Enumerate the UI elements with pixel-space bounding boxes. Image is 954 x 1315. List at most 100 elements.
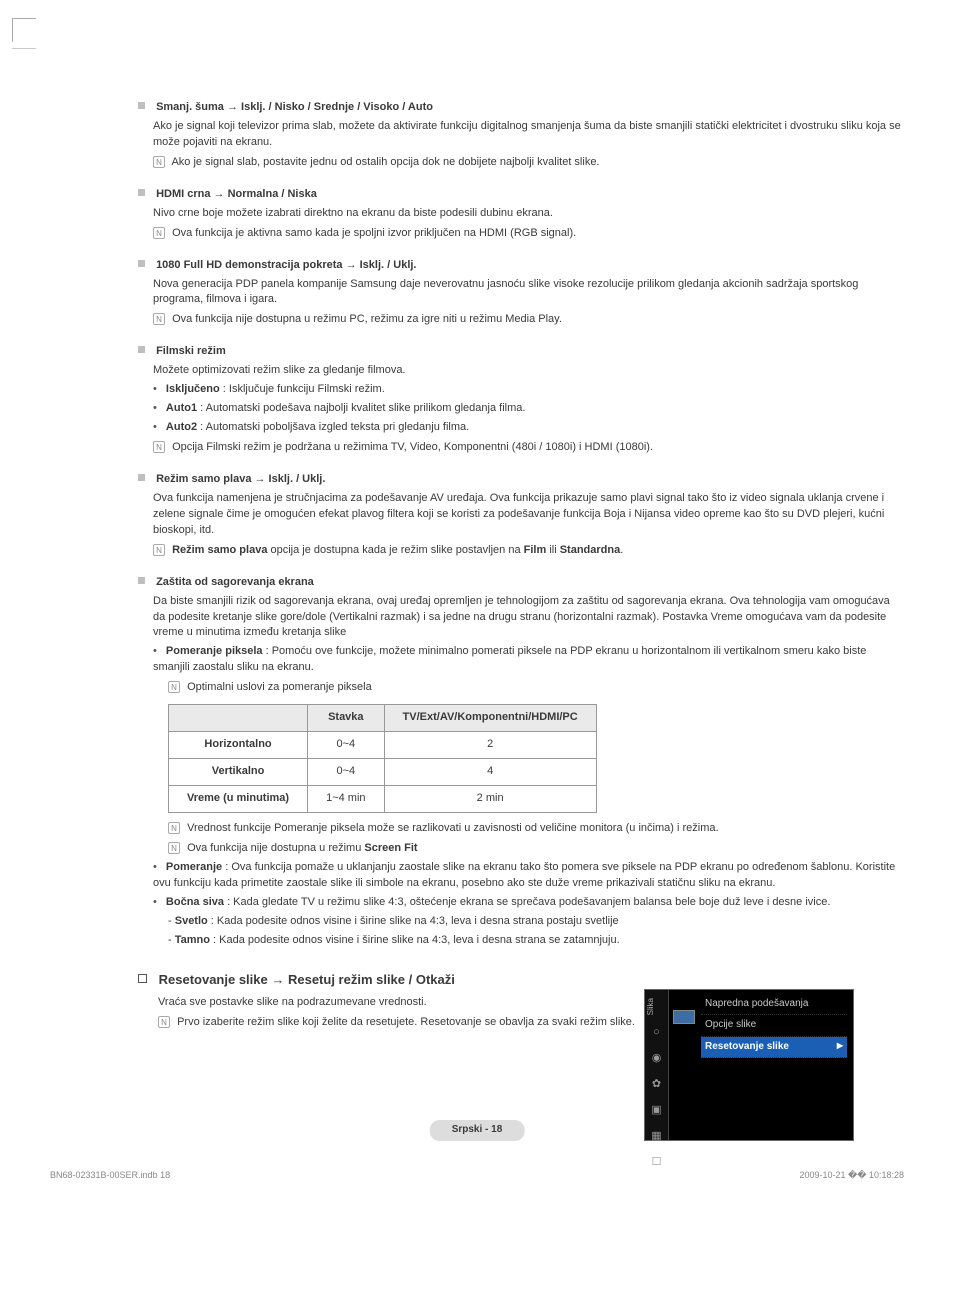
section-heading: Režim samo plava → Isklj. / Uklj.: [138, 472, 904, 488]
heading-text: Režim samo plava → Isklj. / Uklj.: [156, 473, 325, 485]
note-text: Vrednost funkcije Pomeranje piksela može…: [187, 822, 718, 834]
body-text: Možete optimizovati režim slike za gleda…: [153, 363, 904, 379]
note-icon: N: [153, 441, 165, 453]
crop-mark: [12, 18, 36, 42]
table-row: Vreme (u minutima) 1~4 min 2 min: [169, 786, 597, 813]
item-text: : Automatski poboljšava izgled teksta pr…: [197, 421, 469, 433]
crop-mark-2: [12, 48, 36, 49]
note-row: N Ova funkcija je aktivna samo kada je s…: [153, 226, 904, 242]
section-heading: Filmski režim: [138, 344, 904, 360]
list-item: Isključeno : Isključuje funkciju Filmski…: [153, 382, 904, 398]
pixel-shift-table: Stavka TV/Ext/AV/Komponentni/HDMI/PC Hor…: [168, 704, 597, 813]
item-text: : Kada podesite odnos visine i širine sl…: [208, 915, 619, 927]
item-text: : Automatski podešava najbolji kvalitet …: [197, 402, 525, 414]
subsection-heading: Resetovanje slike → Resetuj režim slike …: [138, 971, 904, 990]
note-row: N Opcija Filmski režim je podržana u rež…: [153, 440, 904, 456]
footer-right: 2009-10-21 �� 10:18:28: [799, 1169, 904, 1182]
item-label: Auto2: [166, 421, 197, 433]
page-number-text: Srpski - 18: [430, 1120, 525, 1141]
circle-icon: ○: [645, 1025, 668, 1041]
note-text-mid: opcija je dostupna kada je režim slike p…: [267, 544, 523, 556]
table-cell: Horizontalno: [169, 732, 308, 759]
list-item-side-gray: Bočna siva : Kada gledate TV u režimu sl…: [153, 895, 904, 911]
table-row: Vertikalno 0~4 4: [169, 759, 597, 786]
support-icon: ☐: [645, 1155, 668, 1171]
table-cell: 0~4: [308, 759, 384, 786]
note-icon: N: [153, 156, 165, 168]
note-bold-1: Režim samo plava: [172, 544, 267, 556]
app-icon: ▦: [645, 1129, 668, 1145]
note-row: N Vrednost funkcije Pomeranje piksela mo…: [168, 821, 904, 837]
note-row: N Ako je signal slab, postavite jednu od…: [153, 155, 904, 171]
osd-thumb-icon: [673, 1010, 695, 1024]
heading-text: Filmski režim: [156, 345, 226, 357]
table-cell: 4: [384, 759, 596, 786]
note-text-b: Screen Fit: [364, 842, 417, 854]
osd-main: Napredna podešavanja Opcije slike Reseto…: [669, 990, 853, 1140]
osd-sidebar: Slika ○ ◉ ✿ ▣ ▦ ☐: [645, 990, 669, 1140]
note-bold-3: Standardna: [560, 544, 621, 556]
note-icon: N: [158, 1016, 170, 1028]
list-item: Auto1 : Automatski podešava najbolji kva…: [153, 401, 904, 417]
table-header: [169, 705, 308, 732]
table-cell: 0~4: [308, 732, 384, 759]
note-bold-2: Film: [524, 544, 547, 556]
section-film-mode: Filmski režim Možete optimizovati režim …: [138, 344, 904, 456]
note-row: N Ova funkcija nije dostupna u režimu PC…: [153, 312, 904, 328]
note-text: Ova funkcija nije dostupna u režimu PC, …: [172, 313, 562, 325]
item-label: Bočna siva: [166, 896, 224, 908]
note-text: Ova funkcija je aktivna samo kada je spo…: [172, 227, 576, 239]
square-bullet-icon: [138, 102, 145, 109]
item-text: : Kada gledate TV u režimu slike 4:3, oš…: [224, 896, 830, 908]
item-text: : Kada podesite odnos visine i širine sl…: [210, 934, 620, 946]
osd-side-label: Slika: [645, 998, 657, 1015]
note-text: Ako je signal slab, postavite jednu od o…: [171, 156, 599, 168]
osd-menu-item-selected[interactable]: Resetovanje slike: [701, 1037, 847, 1059]
note-row: N Ova funkcija nije dostupna u režimu Sc…: [168, 841, 904, 857]
section-heading: Zaštita od sagorevanja ekrana: [138, 575, 904, 591]
note-text: Prvo izaberite režim slike koji želite d…: [177, 1016, 635, 1028]
page-footer: BN68-02331B-00SER.indb 18 2009-10-21 �� …: [50, 1169, 904, 1182]
table-header-row: Stavka TV/Ext/AV/Komponentni/HDMI/PC: [169, 705, 597, 732]
table-cell: Vertikalno: [169, 759, 308, 786]
sub-item-light: - Svetlo : Kada podesite odnos visine i …: [168, 914, 904, 930]
section-heading: 1080 Full HD demonstracija pokreta → Isk…: [138, 258, 904, 274]
hollow-square-bullet-icon: [138, 974, 147, 983]
item-label: Pomeranje piksela: [166, 645, 263, 657]
section-heading: HDMI crna → Normalna / Niska: [138, 187, 904, 203]
note-row: N Režim samo plava opcija je dostupna ka…: [153, 543, 904, 559]
section-noise-reduction: Smanj. šuma → Isklj. / Nisko / Srednje /…: [138, 100, 904, 171]
table-cell: 1~4 min: [308, 786, 384, 813]
square-bullet-icon: [138, 577, 145, 584]
page-content: Smanj. šuma → Isklj. / Nisko / Srednje /…: [0, 0, 954, 1211]
note-or: ili: [546, 544, 559, 556]
list-item: Auto2 : Automatski poboljšava izgled tek…: [153, 420, 904, 436]
note-text: Opcija Filmski režim je podržana u režim…: [172, 441, 653, 453]
list-item-pixel-shift: Pomeranje piksela : Pomoću ove funkcije,…: [153, 644, 904, 676]
note-text: Optimalni uslovi za pomeranje piksela: [187, 681, 372, 693]
reset-body-wrap: Vraća sve postavke slike na podrazumevan…: [158, 995, 668, 1031]
footer-left: BN68-02331B-00SER.indb 18: [50, 1169, 170, 1182]
body-text: Nivo crne boje možete izabrati direktno …: [153, 206, 904, 222]
note-icon: N: [168, 822, 180, 834]
item-text: : Ova funkcija pomaže u uklanjanju zaost…: [153, 861, 895, 889]
table-cell: 2 min: [384, 786, 596, 813]
osd-menu-mock: Slika ○ ◉ ✿ ▣ ▦ ☐ Napredna podešavanja O…: [644, 989, 854, 1141]
body-text: Vraća sve postavke slike na podrazumevan…: [158, 995, 668, 1011]
heading-text: Smanj. šuma → Isklj. / Nisko / Srednje /…: [156, 101, 433, 113]
osd-menu-item[interactable]: Opcije slike: [701, 1015, 847, 1037]
heading-text: 1080 Full HD demonstracija pokreta → Isk…: [156, 259, 416, 271]
square-bullet-icon: [138, 474, 145, 481]
item-label: Tamno: [175, 934, 210, 946]
note-icon: N: [153, 313, 165, 325]
osd-menu-item[interactable]: Napredna podešavanja: [701, 994, 847, 1016]
heading-text: HDMI crna → Normalna / Niska: [156, 188, 317, 200]
body-text: Ova funkcija namenjena je stručnjacima z…: [153, 491, 904, 539]
note-row: N Prvo izaberite režim slike koji želite…: [158, 1015, 668, 1031]
note-text-a: Ova funkcija nije dostupna u režimu: [187, 842, 364, 854]
list-item-scrolling: Pomeranje : Ova funkcija pomaže u uklanj…: [153, 860, 904, 892]
note-icon: N: [168, 842, 180, 854]
square-bullet-icon: [138, 189, 145, 196]
section-blue-only: Režim samo plava → Isklj. / Uklj. Ova fu…: [138, 472, 904, 559]
table-row: Horizontalno 0~4 2: [169, 732, 597, 759]
